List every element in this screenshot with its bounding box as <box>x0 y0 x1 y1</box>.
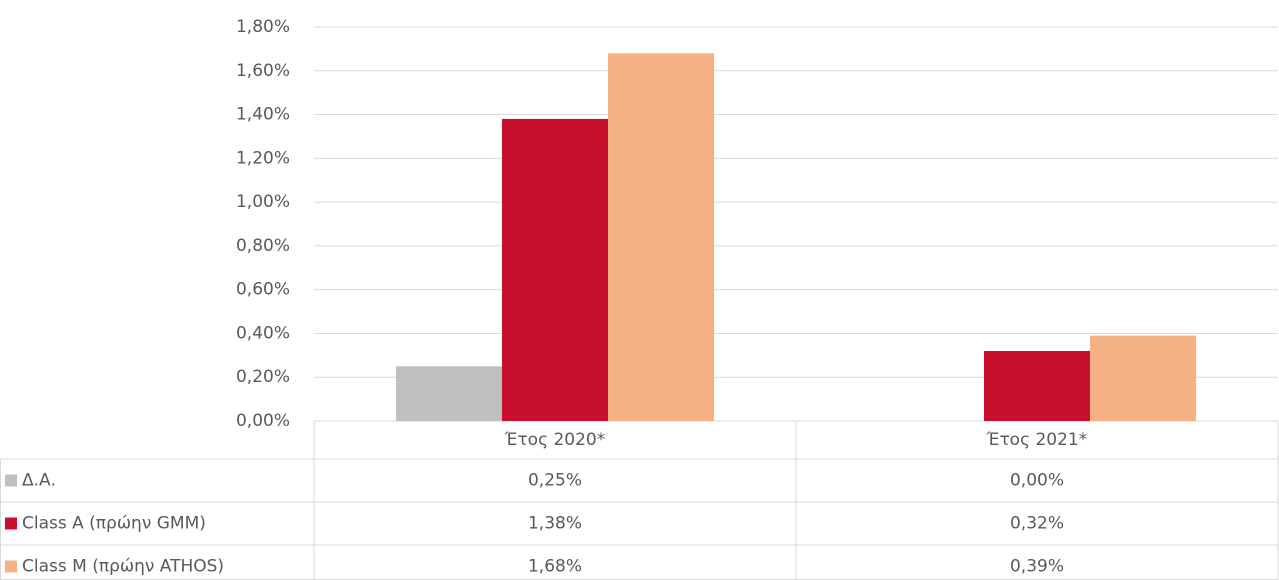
y-tick-label: 1,20% <box>236 148 290 168</box>
legend-swatch <box>5 474 17 487</box>
y-tick-label: 1,40% <box>236 105 290 125</box>
y-tick-label: 0,20% <box>236 367 290 387</box>
x-tick-label: Έτος 2021* <box>986 430 1087 450</box>
y-tick-label: 1,60% <box>236 61 290 81</box>
bar <box>608 53 715 422</box>
y-tick-label: 1,80% <box>236 17 290 37</box>
table-value: 1,68% <box>528 557 582 577</box>
y-tick-label: 1,00% <box>236 192 290 212</box>
table-value: 1,38% <box>528 514 582 534</box>
table-value: 0,32% <box>1010 514 1064 534</box>
bar <box>501 118 609 421</box>
legend-swatch <box>5 560 17 573</box>
y-tick-label: 0,60% <box>236 280 290 300</box>
legend-swatch <box>5 517 17 530</box>
legend-label: Δ.Α. <box>22 471 56 491</box>
table-value: 0,39% <box>1010 557 1064 577</box>
table-value: 0,25% <box>528 471 582 491</box>
bar <box>395 366 502 421</box>
y-tick-label: 0,40% <box>236 323 290 343</box>
legend-label: Class M (πρώην ATHOS) <box>22 557 224 577</box>
y-tick-label: 0,80% <box>236 236 290 256</box>
x-tick-label: Έτος 2020* <box>504 430 605 450</box>
bar <box>983 350 1091 421</box>
bar <box>1090 335 1197 421</box>
y-tick-label: 0,00% <box>236 411 290 431</box>
table-value: 0,00% <box>1010 471 1064 491</box>
legend-label: Class A (πρώην GMM) <box>22 514 206 534</box>
